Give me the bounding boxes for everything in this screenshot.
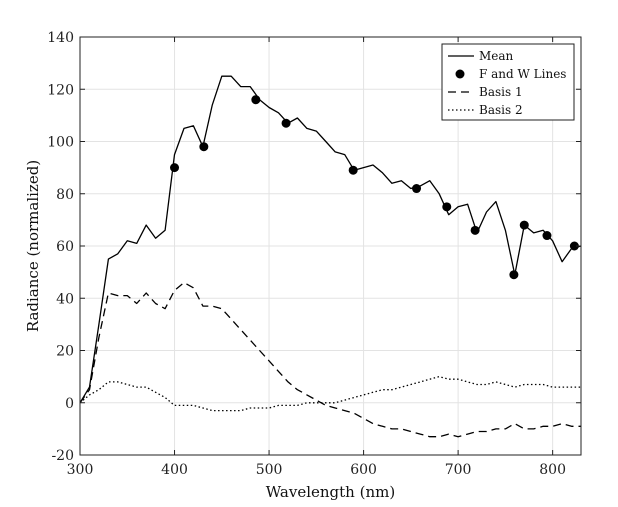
series-f-and-w-lines-point	[542, 231, 552, 241]
y-tick-label: 0	[65, 396, 74, 412]
legend-mean-label: Mean	[479, 49, 514, 63]
y-axis-label: Radiance (normalized)	[24, 160, 42, 332]
legend: Mean F and W Lines Basis 1 Basis 2	[441, 43, 575, 121]
series-f-and-w-lines-point	[348, 165, 358, 175]
legend-f-and-w-lines-swatch	[455, 69, 465, 79]
y-tick-label: 80	[56, 187, 74, 203]
x-tick-label: 600	[350, 462, 377, 478]
x-tick-label: 300	[67, 462, 94, 478]
series-f-and-w-lines-point	[519, 220, 529, 230]
series-basis-1-line	[79, 281, 581, 438]
series-f-and-w-lines-point	[170, 163, 180, 173]
y-tick-label: 40	[56, 291, 74, 307]
series-f-and-w-lines-point	[412, 184, 422, 194]
y-tick-label: 20	[56, 344, 74, 360]
y-tick-label: 60	[56, 239, 74, 255]
legend-box	[441, 43, 575, 121]
x-tick-label: 400	[161, 462, 188, 478]
x-tick-label: 800	[539, 462, 566, 478]
legend-basis-2-label: Basis 2	[479, 103, 523, 117]
series-f-and-w-lines-point	[470, 225, 480, 235]
axis-ticks: 300 400 500 600 700 800 -20 0 20 40 60 80 100 120 140	[47, 30, 581, 478]
series-f-and-w-lines-point	[442, 202, 452, 212]
y-tick-label: 100	[47, 135, 74, 151]
x-tick-label: 700	[445, 462, 472, 478]
series-f-and-w-lines-point	[569, 241, 579, 251]
series-mean-line	[79, 75, 582, 404]
series-f-and-w-lines-point	[199, 142, 209, 152]
series-basis-2-line	[79, 375, 581, 412]
x-axis-label: Wavelength (nm)	[266, 483, 395, 501]
series-f-and-w-lines-point	[251, 95, 261, 105]
legend-basis-1-label: Basis 1	[479, 85, 523, 99]
y-tick-label: -20	[51, 448, 74, 464]
y-tick-label: 120	[47, 82, 74, 98]
series-f-and-w-lines-point	[509, 270, 519, 280]
legend-f-and-w-lines-label: F and W Lines	[479, 67, 566, 81]
series-f-and-w-lines-point	[281, 118, 291, 128]
y-tick-label: 140	[47, 30, 74, 46]
x-tick-label: 500	[256, 462, 283, 478]
series-layer	[79, 75, 582, 438]
